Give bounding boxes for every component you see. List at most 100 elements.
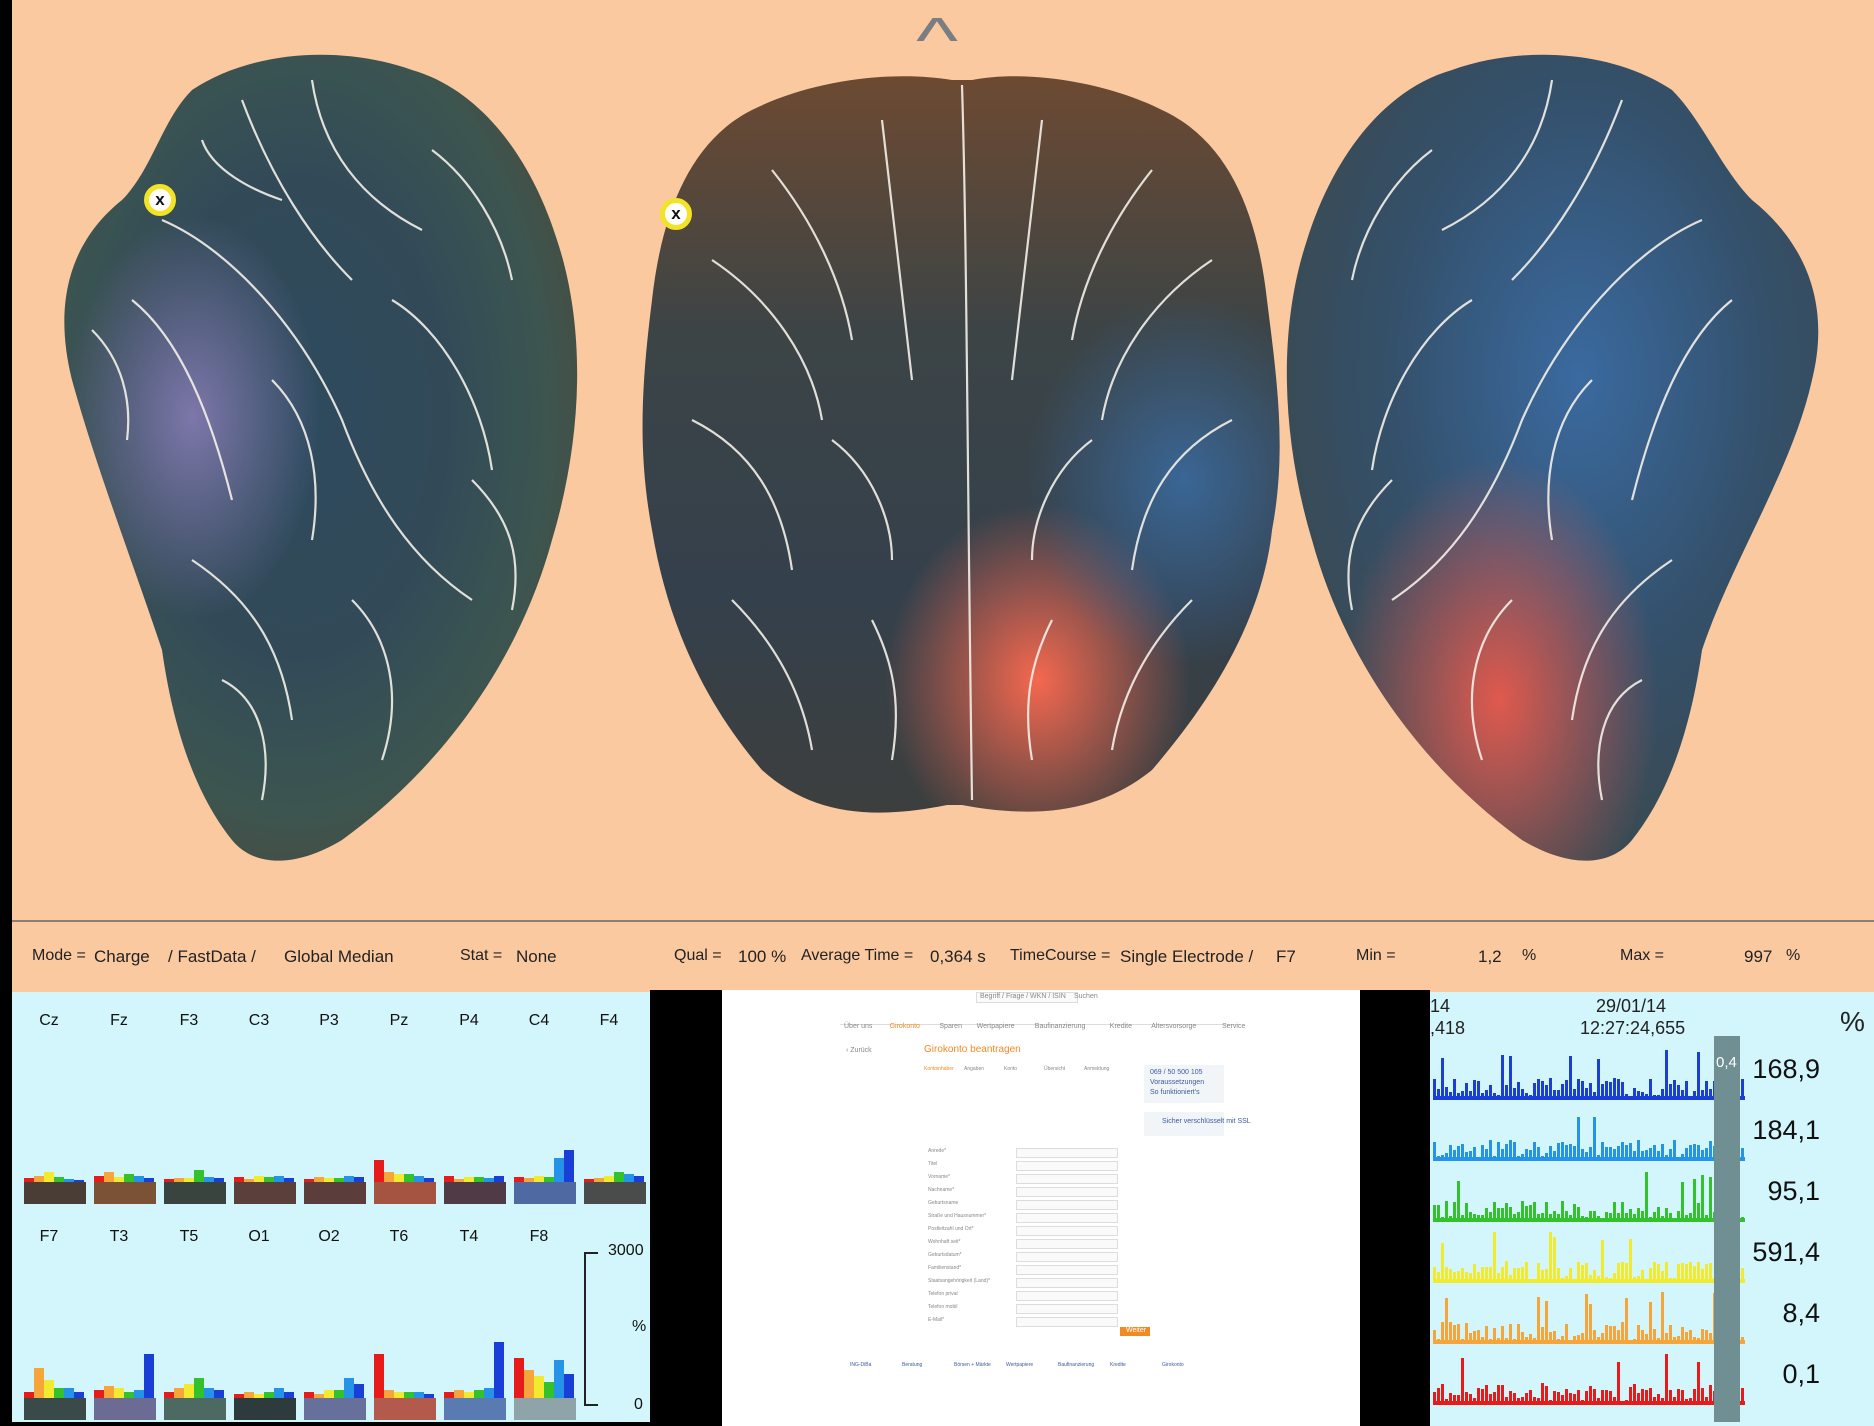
- nav-item[interactable]: Service: [1222, 1023, 1246, 1030]
- trace-sample: [1669, 1213, 1672, 1222]
- footer-column-heading[interactable]: Kredite: [1110, 1362, 1126, 1368]
- electrode-label-p4[interactable]: P4: [459, 1012, 479, 1029]
- band-bar-p4-1: [454, 1179, 464, 1182]
- form-field-input[interactable]: [1016, 1252, 1118, 1262]
- nav-up-caret-icon[interactable]: ^: [915, 4, 959, 76]
- footer-column-heading[interactable]: Wertpapiere: [1006, 1362, 1034, 1368]
- band-bar-t3-0: [94, 1390, 104, 1398]
- form-field-input[interactable]: [1016, 1304, 1118, 1314]
- cursor-window[interactable]: [1714, 1036, 1740, 1422]
- trace-sample: [1453, 1079, 1456, 1100]
- form-field-input[interactable]: [1016, 1226, 1118, 1236]
- footer-column-heading[interactable]: Girokonto: [1162, 1362, 1184, 1368]
- trace-sample: [1461, 1090, 1464, 1100]
- trace-sample: [1465, 1392, 1468, 1405]
- form-field-input[interactable]: [1016, 1239, 1118, 1249]
- form-field-input[interactable]: [1016, 1317, 1118, 1327]
- trace-sample: [1653, 1212, 1656, 1222]
- mode-value[interactable]: Charge: [94, 947, 150, 966]
- nav-item[interactable]: Wertpapiere: [976, 1023, 1015, 1030]
- nav-item[interactable]: Baufinanzierung: [1034, 1023, 1086, 1030]
- nav-item[interactable]: Girokonto: [889, 1023, 920, 1030]
- form-field-input[interactable]: [1016, 1187, 1118, 1197]
- nav-item[interactable]: Sparen: [939, 1023, 962, 1030]
- electrode-label-o1[interactable]: O1: [248, 1228, 270, 1245]
- electrode-label-f7[interactable]: F7: [39, 1228, 59, 1245]
- electrode-label-t4[interactable]: T4: [459, 1228, 479, 1245]
- electrode-label-pz[interactable]: Pz: [389, 1012, 409, 1029]
- back-link[interactable]: ‹ Zurück: [846, 1047, 872, 1054]
- trace-sample: [1621, 1322, 1624, 1344]
- band-bar-c3-0: [234, 1177, 244, 1182]
- band-bar-pz-3: [404, 1174, 414, 1182]
- electrode-label-f3[interactable]: F3: [179, 1012, 199, 1029]
- form-step: Konto: [1004, 1066, 1018, 1072]
- trace-sample: [1573, 1393, 1576, 1405]
- form-field-input[interactable]: [1016, 1291, 1118, 1301]
- trace-sample: [1453, 1201, 1456, 1222]
- band-value-5: 0,1: [1782, 1359, 1820, 1389]
- electrode-label-f8[interactable]: F8: [529, 1228, 549, 1245]
- data-source-value[interactable]: / FastData /: [168, 947, 256, 966]
- site-search-button[interactable]: Suchen: [1074, 993, 1098, 1000]
- trace-sample: [1485, 1207, 1488, 1222]
- electrode-label-f4[interactable]: F4: [599, 1012, 619, 1029]
- electrode-label-c3[interactable]: C3: [248, 1012, 270, 1029]
- form-field-input[interactable]: [1016, 1161, 1118, 1171]
- band-bar-f3-4: [204, 1177, 214, 1182]
- trace-sample: [1489, 1139, 1492, 1161]
- nav-item[interactable]: Kredite: [1109, 1023, 1132, 1030]
- brain-canvas[interactable]: [12, 0, 1874, 920]
- median-value[interactable]: Global Median: [284, 947, 394, 966]
- trace-sample: [1593, 1270, 1596, 1283]
- form-field-input[interactable]: [1016, 1174, 1118, 1184]
- electrode-label-p3[interactable]: P3: [319, 1012, 339, 1029]
- electrode-label-fz[interactable]: Fz: [110, 1012, 128, 1029]
- form-step: Angaben: [964, 1066, 985, 1072]
- nav-item[interactable]: Altersvorsorge: [1151, 1023, 1197, 1030]
- trace-sample: [1441, 1383, 1444, 1405]
- band-bar-t4-5: [494, 1342, 504, 1398]
- timecourse-value[interactable]: Single Electrode /: [1120, 947, 1254, 966]
- nav-item[interactable]: Über uns: [844, 1023, 873, 1030]
- form-field-input[interactable]: [1016, 1200, 1118, 1210]
- electrode-value[interactable]: F7: [1276, 947, 1296, 966]
- trace-sample: [1521, 1266, 1524, 1283]
- band-bar-o2-1: [314, 1394, 324, 1398]
- electrode-marker-top[interactable]: x: [660, 198, 692, 230]
- electrode-marker-left[interactable]: x: [144, 184, 176, 216]
- next-button[interactable]: Weiter: [1120, 1327, 1150, 1336]
- band-bar-p3-4: [344, 1176, 354, 1182]
- trace-sample: [1473, 1080, 1476, 1100]
- form-field-input[interactable]: [1016, 1278, 1118, 1288]
- trace-sample: [1541, 1213, 1544, 1222]
- trace-sample: [1609, 1081, 1612, 1100]
- footer-column-heading[interactable]: Börsen + Märkte: [954, 1362, 991, 1368]
- trace-sample: [1573, 1088, 1576, 1100]
- form-field-label: Postleitzahl und Ort*: [928, 1226, 974, 1232]
- trace-sample: [1513, 1213, 1516, 1222]
- footer-column-heading[interactable]: Beratung: [902, 1362, 923, 1368]
- footer-column-heading[interactable]: Baufinanzierung: [1058, 1362, 1095, 1368]
- stat-value[interactable]: None: [516, 947, 557, 966]
- embedded-browser-view[interactable]: Begriff / Frage / WKN / ISIN Suchen Über…: [722, 990, 1360, 1426]
- trace-sample: [1529, 1205, 1532, 1222]
- trace-baseline: [1433, 1218, 1745, 1222]
- electrode-label-t6[interactable]: T6: [389, 1228, 409, 1245]
- trace-sample: [1477, 1330, 1480, 1344]
- electrode-label-c4[interactable]: C4: [528, 1012, 550, 1029]
- form-field-input[interactable]: [1016, 1265, 1118, 1275]
- form-field-input[interactable]: [1016, 1213, 1118, 1223]
- form-field-input[interactable]: [1016, 1148, 1118, 1158]
- band-bar-o2-5: [354, 1384, 364, 1398]
- trace-sample: [1441, 1322, 1444, 1344]
- electrode-label-cz[interactable]: Cz: [39, 1012, 59, 1029]
- band-bar-f8-4: [554, 1360, 564, 1398]
- site-search-input[interactable]: Begriff / Frage / WKN / ISIN: [976, 992, 1078, 1003]
- band-bar-f8-2: [534, 1376, 544, 1398]
- electrode-label-t3[interactable]: T3: [109, 1228, 129, 1245]
- footer-column-heading[interactable]: ING-DiBa: [850, 1362, 872, 1368]
- average-time-value[interactable]: 0,364 s: [930, 947, 986, 966]
- electrode-label-o2[interactable]: O2: [318, 1228, 340, 1245]
- electrode-label-t5[interactable]: T5: [179, 1228, 199, 1245]
